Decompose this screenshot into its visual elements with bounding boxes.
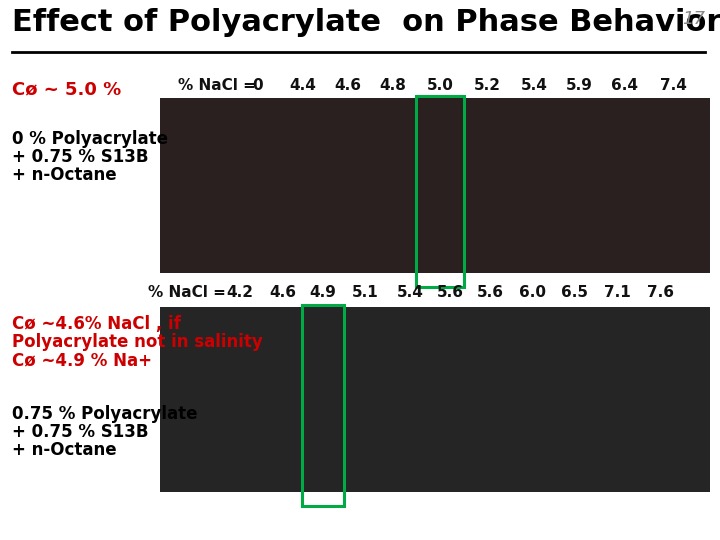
Text: Effect of Polyacrylate  on Phase Behavior: Effect of Polyacrylate on Phase Behavior — [12, 8, 720, 37]
Text: Cø ~4.9 % Na+: Cø ~4.9 % Na+ — [12, 351, 152, 369]
Text: 5.6: 5.6 — [436, 285, 464, 300]
Text: + n-Octane: + n-Octane — [12, 166, 117, 184]
Text: % NaCl =: % NaCl = — [148, 285, 231, 300]
Text: 4.6: 4.6 — [335, 78, 361, 93]
Text: 5.6: 5.6 — [477, 285, 503, 300]
Text: 7.4: 7.4 — [660, 78, 686, 93]
Text: 5.2: 5.2 — [474, 78, 500, 93]
Text: 6.0: 6.0 — [520, 285, 546, 300]
Text: 5.0: 5.0 — [426, 78, 454, 93]
Text: 5.9: 5.9 — [566, 78, 593, 93]
Text: 7.6: 7.6 — [647, 285, 673, 300]
Text: + n-Octane: + n-Octane — [12, 441, 117, 459]
Text: 6.5: 6.5 — [562, 285, 588, 300]
Bar — [416, 96, 464, 287]
Text: 17: 17 — [682, 10, 705, 28]
Text: 6.4: 6.4 — [611, 78, 639, 93]
Text: Cø ~4.6% NaCl , if: Cø ~4.6% NaCl , if — [12, 315, 181, 333]
Text: + 0.75 % S13B: + 0.75 % S13B — [12, 148, 148, 166]
Bar — [160, 98, 710, 273]
Bar — [160, 307, 710, 492]
Text: 4.4: 4.4 — [289, 78, 316, 93]
Text: 4.6: 4.6 — [269, 285, 297, 300]
Text: 0.75 % Polyacrylate: 0.75 % Polyacrylate — [12, 405, 197, 423]
Bar — [302, 305, 344, 506]
Text: + 0.75 % S13B: + 0.75 % S13B — [12, 423, 148, 441]
Text: 0: 0 — [253, 78, 264, 93]
Text: 4.2: 4.2 — [227, 285, 253, 300]
Text: 7.1: 7.1 — [603, 285, 631, 300]
Text: 4.8: 4.8 — [379, 78, 406, 93]
Text: 5.1: 5.1 — [351, 285, 379, 300]
Text: 5.4: 5.4 — [397, 285, 423, 300]
Text: 5.4: 5.4 — [521, 78, 547, 93]
Text: Polyacrylate not in salinity: Polyacrylate not in salinity — [12, 333, 263, 351]
Text: 0 % Polyacrylate: 0 % Polyacrylate — [12, 130, 168, 148]
Text: % NaCl =: % NaCl = — [178, 78, 261, 93]
Text: 4.9: 4.9 — [310, 285, 336, 300]
Text: Cø ~ 5.0 %: Cø ~ 5.0 % — [12, 80, 121, 98]
